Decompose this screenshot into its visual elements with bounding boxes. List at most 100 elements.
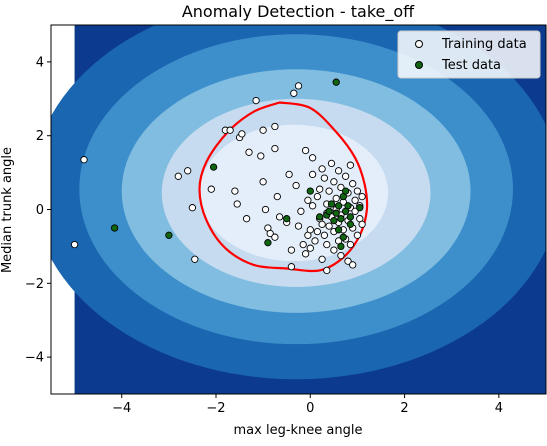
test-point-2: [209, 163, 218, 171]
training-point-31: [290, 89, 298, 97]
training-point-58: [323, 240, 331, 249]
training-point-32: [292, 181, 300, 190]
test-point-24: [356, 204, 364, 212]
test-point-1: [165, 231, 173, 239]
training-point-25: [273, 192, 281, 201]
legend-test-label: Test data: [441, 58, 501, 73]
training-point-45: [308, 202, 317, 210]
training-point-16: [257, 152, 265, 160]
test-point-11: [332, 209, 340, 217]
training-point-22: [271, 122, 279, 131]
test-points-group: [110, 78, 364, 251]
legend: Training data Test data: [397, 30, 541, 79]
test-point-23: [346, 213, 355, 221]
test-point-8: [325, 207, 333, 215]
training-point-15: [252, 96, 260, 105]
test-point-16: [337, 242, 345, 251]
training-point-19: [261, 205, 270, 214]
anomaly-score-contours: [51, 25, 546, 394]
legend-training-marker: [415, 40, 423, 48]
chart-title: Anomaly Detection - take_off: [182, 2, 415, 22]
training-point-60: [325, 187, 333, 195]
training-point-37: [301, 250, 310, 258]
training-point-46: [311, 237, 319, 245]
test-point-10: [330, 216, 338, 225]
training-points-group: [70, 82, 366, 275]
test-point-6: [316, 213, 324, 221]
training-point-9: [231, 187, 239, 195]
training-point-21: [266, 229, 274, 238]
training-point-36: [299, 240, 307, 249]
training-point-61: [325, 222, 333, 230]
y-tick-label: 2: [36, 129, 44, 144]
training-point-88: [351, 196, 359, 204]
training-point-55: [320, 231, 329, 239]
x-tick-label: −4: [112, 401, 131, 416]
training-point-18: [259, 126, 267, 134]
training-point-28: [285, 170, 293, 179]
training-point-64: [330, 178, 338, 186]
training-point-3: [184, 167, 192, 175]
training-point-62: [327, 159, 336, 168]
legend-test-marker: [415, 61, 423, 69]
training-point-89: [351, 207, 359, 215]
training-point-39: [304, 196, 312, 204]
training-point-30: [287, 263, 296, 271]
training-point-23: [271, 144, 279, 153]
training-point-2: [174, 172, 182, 180]
test-point-20: [341, 187, 350, 195]
test-point-5: [306, 187, 314, 195]
x-axis-label: max leg-knee angle: [234, 423, 363, 438]
test-point-3: [264, 239, 272, 247]
training-point-43: [308, 154, 317, 162]
training-point-94: [358, 192, 366, 201]
training-point-66: [330, 246, 338, 254]
training-point-41: [306, 226, 314, 234]
training-point-81: [344, 257, 352, 265]
x-tick-label: −2: [206, 401, 225, 416]
training-point-48: [313, 227, 322, 236]
test-point-0: [110, 224, 119, 232]
legend-training-label: Training data: [441, 37, 527, 52]
training-point-47: [313, 192, 322, 201]
x-tick-label: 0: [306, 401, 314, 416]
y-axis-ticks: −4 −2 0 2 4: [25, 55, 51, 366]
training-point-95: [358, 220, 366, 228]
training-point-10: [233, 200, 241, 208]
training-point-44: [308, 170, 317, 179]
test-point-18: [339, 233, 347, 241]
training-point-1: [80, 156, 88, 164]
training-point-68: [332, 194, 340, 203]
test-point-14: [334, 226, 343, 234]
training-point-54: [320, 174, 329, 182]
training-point-51: [318, 165, 326, 173]
training-point-33: [294, 82, 303, 90]
x-tick-label: 2: [400, 401, 408, 416]
training-point-4: [188, 204, 197, 212]
training-point-84: [346, 240, 355, 249]
training-point-17: [259, 178, 267, 186]
training-point-34: [294, 222, 303, 230]
training-point-6: [207, 185, 215, 193]
training-point-0: [70, 240, 79, 249]
test-point-13: [334, 202, 343, 210]
training-point-12: [238, 130, 246, 138]
y-tick-label: 0: [36, 203, 44, 218]
training-point-13: [242, 215, 251, 223]
training-point-26: [275, 213, 284, 221]
training-point-87: [349, 261, 357, 269]
training-point-53: [318, 255, 326, 263]
training-point-8: [226, 126, 234, 134]
training-point-91: [353, 231, 362, 239]
training-point-72: [337, 183, 345, 192]
training-point-74: [337, 251, 345, 260]
decision-boundary-line: [198, 101, 369, 273]
training-point-77: [341, 172, 350, 180]
training-point-59: [323, 266, 331, 275]
legend-box: [397, 30, 541, 79]
training-point-82: [346, 161, 355, 169]
training-point-29: [287, 246, 296, 254]
training-point-90: [353, 187, 362, 195]
y-tick-label: −4: [25, 351, 44, 366]
